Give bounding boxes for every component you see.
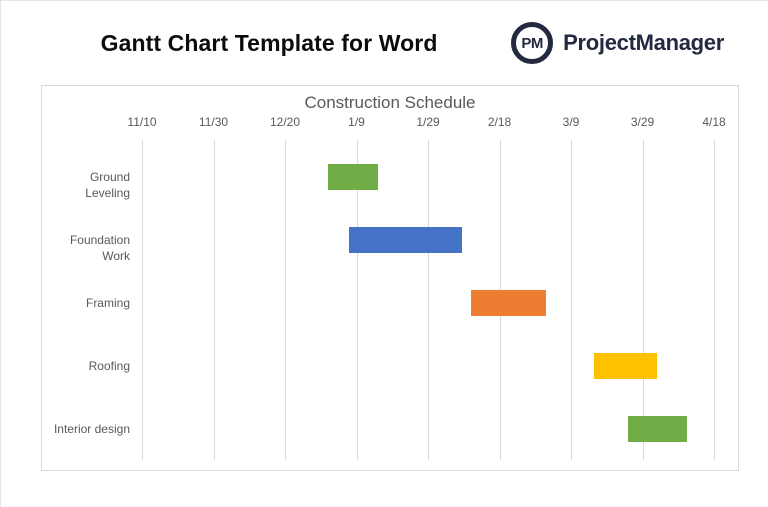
- x-axis-tick-label: 11/10: [127, 115, 157, 129]
- gantt-bar: [628, 415, 688, 442]
- brand-logo: PM ProjectManager: [511, 22, 724, 64]
- gridline: [428, 140, 429, 460]
- gridline: [642, 140, 644, 460]
- x-axis-tick-label: 12/20: [269, 115, 301, 129]
- category-label: Foundation Work: [69, 232, 130, 263]
- category-label: Framing: [85, 295, 130, 310]
- gridline: [285, 140, 286, 460]
- x-axis-tick-label: 1/29: [416, 115, 440, 129]
- x-axis-tick-label: 3/29: [630, 115, 655, 129]
- gantt-bar: [327, 163, 378, 190]
- x-axis-tick-label: 4/18: [702, 115, 726, 129]
- pm-monogram: PM: [521, 34, 543, 52]
- gridline: [142, 140, 143, 460]
- brand-name: ProjectManager: [563, 30, 724, 55]
- gantt-bar: [594, 352, 657, 379]
- header: Gantt Chart Template for Word PM Project…: [1, 1, 768, 85]
- pm-logo-icon: PM: [511, 22, 554, 64]
- chart-title: Construction Schedule: [304, 93, 476, 112]
- page-title: Gantt Chart Template for Word: [100, 29, 438, 56]
- category-label: Ground Leveling: [85, 169, 130, 200]
- category-label: Roofing: [88, 358, 130, 373]
- gridline: [571, 140, 572, 460]
- gantt-bar: [470, 289, 546, 316]
- gridline: [714, 140, 715, 460]
- x-axis-tick-label: 2/18: [487, 115, 512, 129]
- x-axis-tick-label: 1/9: [348, 115, 365, 129]
- category-label: Interior design: [53, 421, 130, 436]
- gantt-bar: [349, 226, 462, 253]
- gantt-chart: Construction Schedule 11/10 11/30 12/20 1/9…: [41, 85, 739, 471]
- x-axis-tick-label: 3/9: [562, 115, 580, 129]
- gridline: [356, 140, 358, 460]
- gridline: [213, 140, 215, 460]
- x-axis-tick-label: 11/30: [198, 115, 229, 129]
